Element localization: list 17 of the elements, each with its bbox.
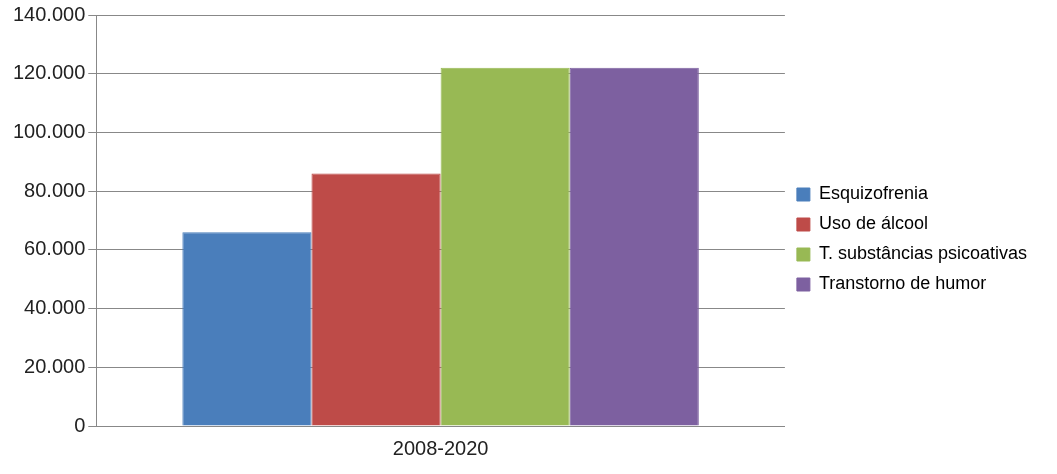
legend-label: T. substâncias psicoativas (818, 243, 1028, 264)
y-tick-label: 40.000 (24, 296, 86, 319)
y-tick-label: 0 (74, 413, 86, 436)
y-tick-label: 60.000 (24, 237, 86, 260)
bar (182, 232, 312, 426)
x-tick-label: 2008-2020 (392, 436, 489, 459)
bar (440, 67, 570, 426)
legend-label: Uso de álcool (818, 213, 928, 234)
bar (569, 67, 699, 426)
y-tick-label: 140.000 (13, 2, 86, 25)
y-tick-label: 120.000 (13, 61, 86, 84)
legend-label: Transtorno de humor (818, 273, 987, 294)
y-tick-label: 100.000 (13, 119, 86, 142)
y-tick-label: 80.000 (24, 178, 86, 201)
legend-label: Esquizofrenia (818, 183, 929, 204)
bar (311, 173, 441, 426)
y-tick-label: 20.000 (24, 354, 86, 377)
